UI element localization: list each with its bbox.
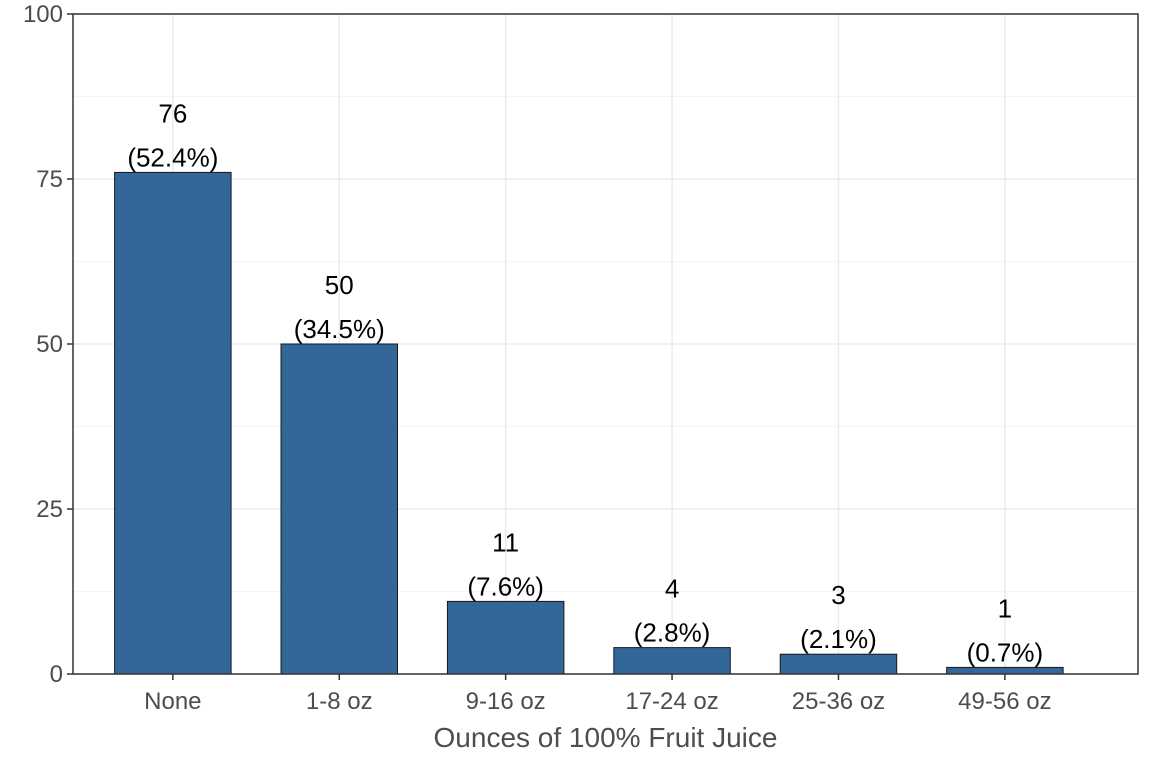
bar-percent-label: (2.8%) [634,618,711,648]
x-tick-label: 1-8 oz [306,688,373,715]
y-tick-label: 0 [50,661,63,688]
bar-value-label: 76 [158,98,187,128]
bar-percent-label: (34.5%) [294,314,385,344]
bar-value-label: 1 [998,593,1012,623]
bars [114,171,1064,675]
x-tick-label: 25-36 oz [792,688,885,715]
y-tick-label: 25 [36,496,63,523]
y-axis: 0 25 50 75 100 [23,1,73,688]
grid-lines [73,13,1138,675]
bar-value-label: 11 [492,527,519,557]
x-axis: None 1-8 oz 9-16 oz 17-24 oz 25-36 oz 49-56 o… [144,674,1052,715]
bar [946,666,1064,675]
bar [114,171,232,675]
bar-value-label: 4 [665,574,679,604]
bar [613,647,731,675]
bar-percent-label: (52.4%) [127,142,218,172]
bar-value-label: 3 [831,580,845,610]
x-tick-label: 9-16 oz [466,688,546,715]
bar-percent-label: (0.7%) [967,637,1044,667]
x-axis-title: Ounces of 100% Fruit Juice [434,722,778,753]
y-tick-label: 50 [36,331,63,358]
x-tick-label: 17-24 oz [625,688,718,715]
bar [446,600,565,675]
x-tick-label: 49-56 oz [958,688,1051,715]
x-tick-label: None [144,688,201,715]
y-tick-label: 100 [23,1,63,28]
bar-percent-label: (2.1%) [800,624,877,654]
bar-percent-label: (7.6%) [467,571,544,601]
y-tick-label: 75 [36,166,63,193]
bar [779,653,898,675]
bar [280,343,398,675]
bar-value-label: 50 [325,270,354,300]
bar-labels: (52.4%) 76 (34.5%) 50 (7.6%) 11 (2.8%) 4 (2.1%) 3… [127,98,1043,667]
